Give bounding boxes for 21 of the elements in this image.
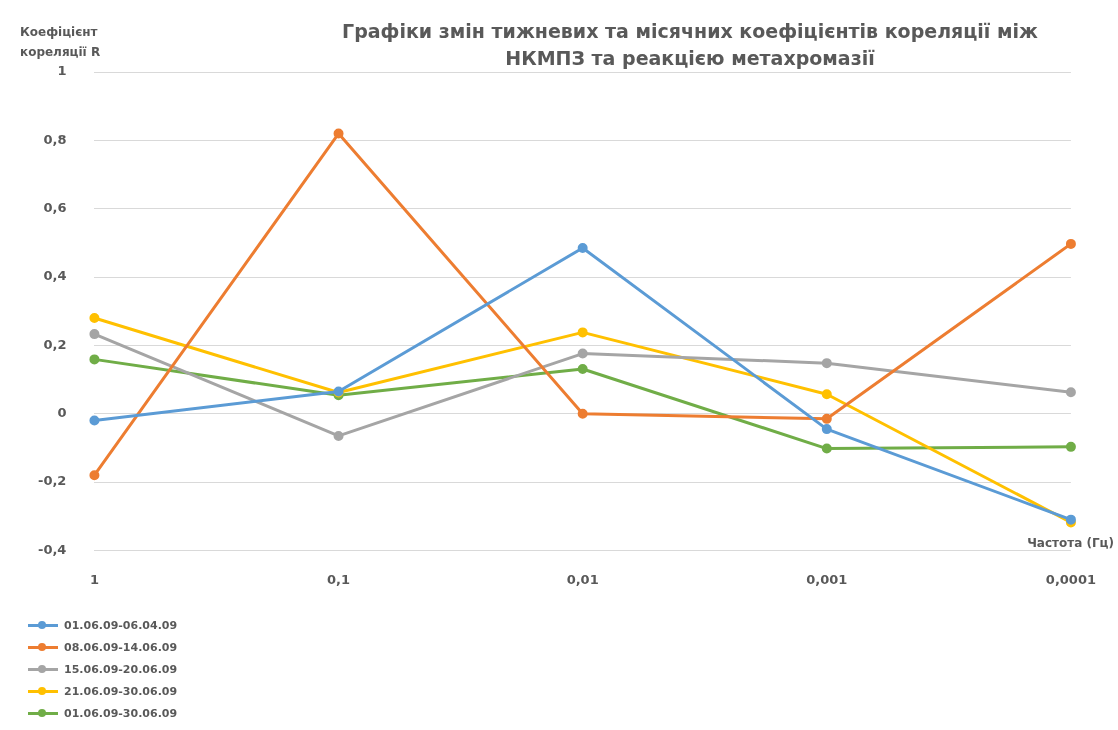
legend-label: 01.06.09-06.04.09 <box>64 618 178 632</box>
y-axis-title: Коефіцієнт кореляції R <box>20 24 102 61</box>
legend-label: 15.06.09-20.06.09 <box>64 662 178 676</box>
y-tick-label: -0,2 <box>37 473 67 489</box>
x-tick-label: 1 <box>89 571 99 587</box>
legend-label: 01.06.09-30.06.09 <box>64 706 178 720</box>
x-axis-title: Частота (Гц) <box>1027 536 1114 550</box>
y-tick-label: 0,6 <box>43 200 67 216</box>
legend-label: 08.06.09-14.06.09 <box>64 640 178 654</box>
x-tick-label: 0,0001 <box>1045 571 1096 587</box>
y-tick-label: 1 <box>57 63 67 79</box>
y-tick-label: -0,4 <box>37 541 67 557</box>
x-tick-label: 0,01 <box>566 571 599 587</box>
y-tick-label: 0 <box>57 405 67 421</box>
y-tick-label: 0,8 <box>43 131 67 147</box>
chart-title: Графіки змін тижневих та місячних коефіцієнтів кореляції між НКМПЗ та реакцією метахромазії <box>341 19 1039 71</box>
y-tick-label: 0,4 <box>43 268 67 284</box>
y-tick-label: 0,2 <box>43 336 67 352</box>
x-tick-label: 0,1 <box>327 571 351 587</box>
legend-label: 21.06.09-30.06.09 <box>64 684 178 698</box>
x-tick-label: 0,001 <box>806 571 848 587</box>
